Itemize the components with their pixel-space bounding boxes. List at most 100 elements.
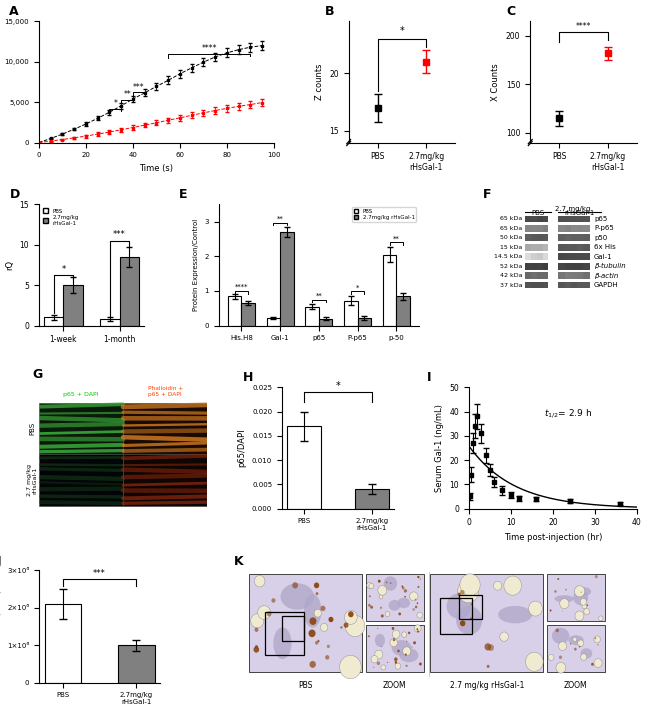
Circle shape <box>580 599 586 605</box>
Bar <box>543 244 548 251</box>
Text: 65 kDa: 65 kDa <box>500 216 523 221</box>
Text: 2.7 mg/kg
rHsGal-1: 2.7 mg/kg rHsGal-1 <box>27 464 38 496</box>
Circle shape <box>379 595 383 599</box>
Bar <box>537 225 543 232</box>
Bar <box>565 272 571 279</box>
Bar <box>577 253 584 260</box>
Circle shape <box>251 614 264 628</box>
Circle shape <box>414 625 421 632</box>
Bar <box>344 301 358 326</box>
Bar <box>584 282 590 289</box>
Bar <box>525 263 548 269</box>
Bar <box>584 235 590 241</box>
Circle shape <box>413 641 416 644</box>
Bar <box>365 625 424 672</box>
Y-axis label: rQ: rQ <box>5 260 14 270</box>
Y-axis label: X Counts: X Counts <box>491 63 500 101</box>
Bar <box>558 263 590 269</box>
Bar <box>531 235 537 241</box>
Circle shape <box>328 616 333 622</box>
Circle shape <box>584 609 590 615</box>
Bar <box>543 253 548 260</box>
Circle shape <box>404 596 406 597</box>
Text: E: E <box>179 188 187 201</box>
Bar <box>396 296 410 326</box>
Ellipse shape <box>574 587 591 596</box>
Bar <box>571 272 577 279</box>
Bar <box>558 215 590 223</box>
Bar <box>123 454 207 506</box>
Circle shape <box>377 628 378 629</box>
Circle shape <box>417 586 419 588</box>
Circle shape <box>344 623 348 628</box>
Circle shape <box>460 574 480 596</box>
Circle shape <box>320 624 328 631</box>
Bar <box>531 215 537 223</box>
Circle shape <box>272 598 276 603</box>
Circle shape <box>381 646 382 647</box>
Circle shape <box>402 585 403 587</box>
Circle shape <box>458 592 461 596</box>
Ellipse shape <box>375 634 385 647</box>
Bar <box>525 225 548 232</box>
Bar <box>39 454 123 506</box>
Circle shape <box>556 629 559 632</box>
Text: 15 kDa: 15 kDa <box>500 245 523 250</box>
Bar <box>525 235 548 241</box>
Text: 65 kDa: 65 kDa <box>500 226 523 231</box>
Circle shape <box>327 645 330 648</box>
Bar <box>44 318 64 326</box>
Circle shape <box>565 589 567 591</box>
Circle shape <box>325 655 330 660</box>
Bar <box>584 244 590 251</box>
Bar <box>558 215 565 223</box>
Text: PBS: PBS <box>298 681 313 690</box>
Bar <box>584 253 590 260</box>
Bar <box>525 215 531 223</box>
Bar <box>558 263 565 269</box>
Circle shape <box>578 640 584 646</box>
Ellipse shape <box>389 600 400 611</box>
Y-axis label: Perilipin Area (pixels): Perilipin Area (pixels) <box>0 589 1 663</box>
Circle shape <box>314 582 319 588</box>
Bar <box>543 272 548 279</box>
Bar <box>531 263 537 269</box>
Text: p50: p50 <box>594 235 607 241</box>
Circle shape <box>580 653 587 661</box>
Bar <box>537 244 543 251</box>
Circle shape <box>458 579 479 603</box>
Text: I: I <box>427 371 431 385</box>
Bar <box>440 599 472 634</box>
Circle shape <box>557 578 559 580</box>
Bar <box>547 574 604 621</box>
Circle shape <box>599 616 603 621</box>
Bar <box>383 255 396 326</box>
Circle shape <box>309 661 316 668</box>
Circle shape <box>258 606 270 619</box>
Circle shape <box>373 667 374 668</box>
Text: *: * <box>356 284 359 291</box>
Circle shape <box>470 617 473 620</box>
Circle shape <box>493 581 502 590</box>
Text: β-tubulin: β-tubulin <box>594 263 626 269</box>
Bar <box>584 225 590 232</box>
Bar <box>558 235 565 241</box>
Circle shape <box>378 585 387 595</box>
Text: **: ** <box>315 293 322 299</box>
Bar <box>558 272 590 279</box>
Circle shape <box>554 590 556 593</box>
Circle shape <box>528 601 542 616</box>
Text: *: * <box>113 100 117 108</box>
Bar <box>565 253 571 260</box>
Bar <box>531 225 537 232</box>
Bar <box>571 263 577 269</box>
Circle shape <box>316 592 318 595</box>
Circle shape <box>550 609 552 611</box>
Bar <box>571 282 577 289</box>
Circle shape <box>594 658 602 668</box>
Ellipse shape <box>447 594 471 619</box>
Circle shape <box>395 663 401 669</box>
Bar <box>531 244 537 251</box>
Circle shape <box>411 646 413 648</box>
Text: β-actin: β-actin <box>594 272 618 279</box>
